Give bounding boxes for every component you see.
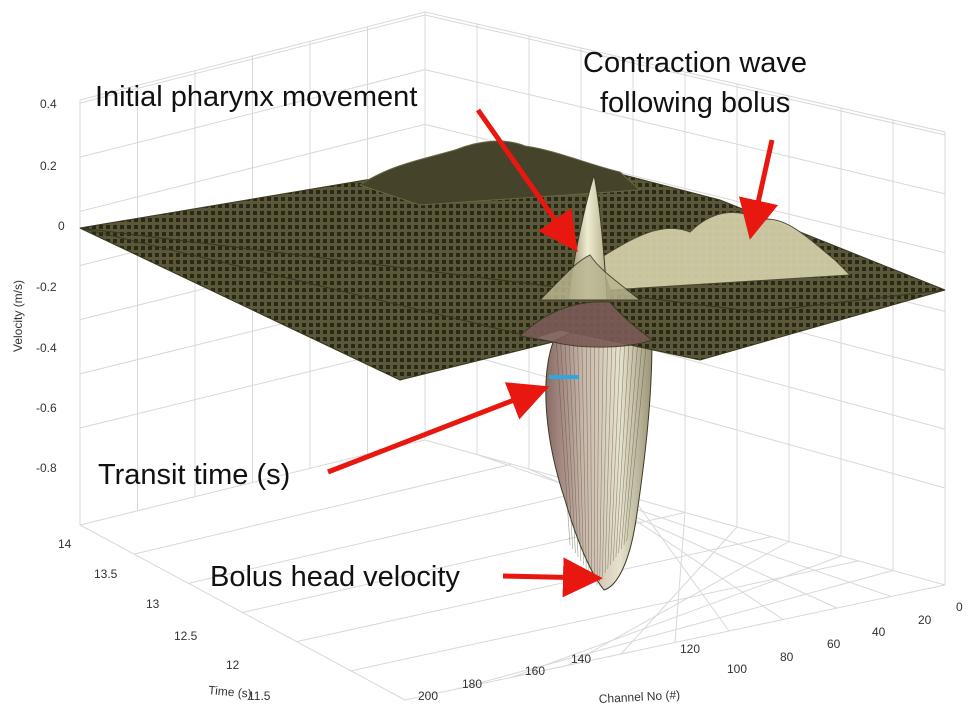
tick-label-channel: 60 bbox=[827, 637, 841, 651]
surface-pharynx-fold bbox=[538, 254, 642, 301]
tick-label-z: -0.6 bbox=[36, 401, 57, 415]
grid-line-channel bbox=[674, 512, 686, 643]
annotation-contraction-wave-line1: Contraction wave bbox=[583, 47, 807, 79]
valley-mesh-line bbox=[615, 342, 630, 558]
tick-label-z: 0.4 bbox=[40, 97, 57, 111]
annotation-contraction-wave-line2: following bolus bbox=[600, 87, 790, 119]
tick-label-channel: 20 bbox=[918, 613, 932, 627]
valley-mesh-line bbox=[602, 340, 608, 578]
valley-mesh-line bbox=[626, 344, 647, 542]
surface-valley-rim bbox=[518, 301, 653, 348]
valley-mesh-line bbox=[623, 343, 643, 546]
tick-label-channel: 100 bbox=[727, 662, 747, 676]
tick-label-channel: 200 bbox=[418, 689, 438, 703]
arrow-contraction-wave bbox=[738, 139, 779, 240]
tick-label-z: 0.2 bbox=[40, 159, 57, 173]
grid-line-time bbox=[350, 560, 859, 672]
arrow-transit-time bbox=[327, 382, 550, 475]
grid-line-time bbox=[188, 487, 599, 584]
grid-line-time bbox=[296, 536, 772, 643]
velocity-ticks: 0.4 0.2 0 -0.2 -0.4 -0.6 -0.8 bbox=[36, 97, 65, 475]
velocity-axis-label: Velocity (m/s) bbox=[11, 280, 25, 352]
tick-label-channel: 0 bbox=[956, 600, 963, 614]
tick-label-time: 12.5 bbox=[174, 629, 198, 643]
tick-label-time: 12 bbox=[226, 658, 240, 672]
axes-grid bbox=[79, 11, 946, 701]
tick-label-time: 14 bbox=[58, 537, 72, 551]
channel-ticks: 0 20 40 60 80 100 120 140 160 180 200 bbox=[418, 600, 963, 703]
valley-mesh-line bbox=[572, 337, 582, 562]
grid-line-channel bbox=[458, 570, 894, 689]
tick-label-time: 11.5 bbox=[248, 689, 271, 703]
tick-label-time: 13.5 bbox=[94, 567, 118, 581]
valley-mesh-line bbox=[585, 338, 590, 574]
velocity-surface bbox=[79, 140, 946, 591]
valley-mesh-line bbox=[610, 341, 621, 566]
annotation-arrows bbox=[327, 108, 779, 598]
tick-label-z: -0.2 bbox=[36, 280, 57, 294]
valley-mesh-line bbox=[560, 336, 573, 550]
valley-mesh-line bbox=[564, 336, 576, 554]
grid-line-time bbox=[134, 463, 512, 555]
surface-plane-near-left bbox=[79, 227, 554, 381]
valley-mesh-line bbox=[555, 335, 571, 546]
tick-label-time: 13 bbox=[146, 597, 160, 611]
valley-mesh-line bbox=[568, 337, 579, 558]
tick-label-z: -0.8 bbox=[36, 461, 57, 475]
arrow-bolus-head bbox=[502, 557, 603, 598]
valley-mesh-line bbox=[590, 339, 592, 578]
tick-label-channel: 180 bbox=[462, 677, 482, 691]
tick-label-channel: 80 bbox=[780, 650, 794, 664]
valley-mesh-line bbox=[599, 340, 604, 582]
valley-mesh-line bbox=[581, 338, 587, 570]
tick-label-channel: 40 bbox=[872, 625, 886, 639]
valley-mesh-line bbox=[618, 343, 634, 554]
tick-label-channel: 160 bbox=[525, 664, 545, 678]
surface-valley bbox=[545, 317, 653, 591]
tick-label-channel: 120 bbox=[680, 642, 700, 656]
valley-mesh-line bbox=[612, 342, 626, 562]
tick-label-z: 0 bbox=[58, 219, 65, 233]
valley-mesh-line bbox=[607, 341, 617, 570]
time-axis-label: Time (s) bbox=[208, 683, 253, 701]
annotation-bolus-head: Bolus head velocity bbox=[210, 561, 460, 593]
tick-label-channel: 140 bbox=[571, 652, 591, 666]
tick-label-z: -0.4 bbox=[36, 341, 57, 355]
valley-mesh-line bbox=[604, 341, 613, 574]
grid-line-channel bbox=[566, 541, 790, 666]
surface-contraction-wave bbox=[599, 211, 852, 291]
valley-mesh-line bbox=[596, 339, 600, 586]
annotation-initial-pharynx: Initial pharynx movement bbox=[95, 81, 417, 113]
annotation-transit-time: Transit time (s) bbox=[98, 459, 290, 491]
arrow-pharynx bbox=[475, 108, 578, 253]
channel-axis-label: Channel No (#) bbox=[598, 688, 680, 706]
valley-mesh-line bbox=[621, 343, 638, 550]
time-ticks: 14 13.5 13 12.5 12 11.5 bbox=[58, 537, 271, 703]
